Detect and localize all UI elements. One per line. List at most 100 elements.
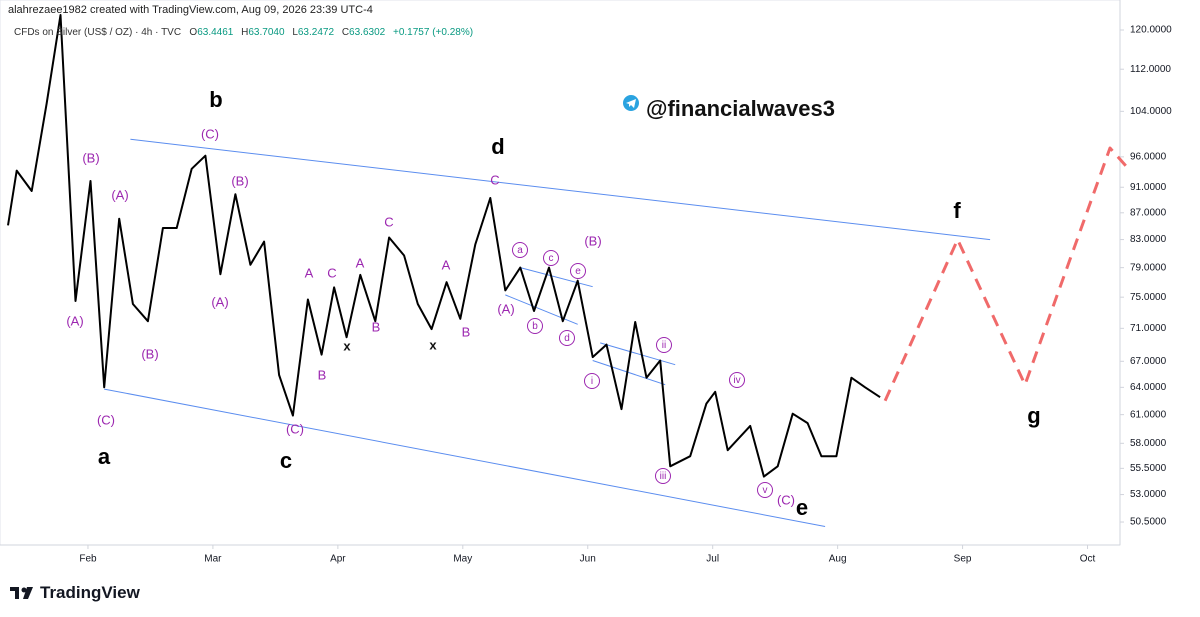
y-tick-label: 112.0000 (1130, 64, 1171, 75)
wave-label: (A) (66, 313, 83, 328)
x-tick-label: Apr (330, 554, 346, 565)
wave-label-major: c (280, 448, 292, 473)
wave-label-major: f (953, 198, 961, 223)
wave-label: B (372, 319, 381, 334)
ohlc-value: 63.4461 (197, 27, 234, 38)
footer-brand: TradingView (40, 583, 140, 602)
y-tick-label: 120.0000 (1130, 25, 1172, 36)
wave-label-circled: c (543, 250, 559, 266)
wave-label: iii (660, 471, 667, 482)
x-tick-label: Jul (706, 554, 719, 565)
wave-label: i (591, 376, 593, 387)
wave-label: (A) (211, 294, 228, 309)
plot-frame (0, 0, 1121, 546)
label-circle (757, 482, 773, 498)
y-tick-label: 91.0000 (1130, 182, 1167, 193)
symbol-bar: CFDs on Silver (US$ / OZ) · 4h · TVC O63… (14, 27, 478, 38)
ohlc-value: 63.7040 (248, 27, 285, 38)
price-line (7, 14, 881, 478)
label-circle (729, 372, 745, 388)
label-circle (559, 330, 575, 346)
wave-label: e (575, 266, 581, 277)
y-tick-label: 53.0000 (1130, 489, 1167, 500)
wave-label: (B) (231, 173, 248, 188)
wave-label: (C) (286, 421, 304, 436)
wave-label-circled: i (584, 373, 600, 389)
label-circle (512, 242, 528, 258)
x-tick-label: Jun (580, 554, 596, 565)
x-tick-label: May (453, 554, 472, 565)
wave-label: d (564, 333, 570, 344)
wave-label: (B) (82, 150, 99, 165)
wave-label: A (442, 257, 451, 272)
wave-label: (A) (111, 187, 128, 202)
wave-label-major: g (1027, 403, 1040, 428)
wave-label-major: b (209, 87, 222, 112)
trendline (592, 360, 666, 386)
label-circle (570, 263, 586, 279)
trendline (130, 138, 991, 241)
label-circle (655, 468, 671, 484)
wave-label: C (327, 265, 336, 280)
y-tick-label: 58.0000 (1130, 438, 1167, 449)
wave-label-circled: iii (655, 468, 671, 484)
wave-label-x: x (343, 338, 351, 353)
wave-label-x: x (429, 337, 437, 352)
y-tick-label: 83.0000 (1130, 234, 1167, 245)
credit: alahrezaee1982 created with TradingView.… (8, 4, 373, 16)
label-circle (584, 373, 600, 389)
ohlc-value: 63.6302 (349, 27, 386, 38)
wave-label-circled: d (559, 330, 575, 346)
x-tick-label: Aug (829, 554, 847, 565)
wave-label: (C) (201, 126, 219, 141)
wave-label: C (490, 172, 499, 187)
label-circle (656, 337, 672, 353)
ohlc-value: 63.2472 (297, 27, 335, 38)
y-tick-label: 87.0000 (1130, 207, 1167, 218)
x-tick-label: Oct (1080, 554, 1096, 565)
wave-label: c (549, 253, 554, 264)
wave-label: B (318, 367, 327, 382)
y-tick-label: 104.0000 (1130, 106, 1172, 117)
wave-label: v (763, 485, 768, 496)
trendline (600, 342, 676, 366)
ohlc-label: L (292, 27, 298, 38)
wave-label: ii (662, 340, 666, 351)
y-tick-label: 96.0000 (1130, 151, 1167, 162)
y-tick-label: 71.0000 (1130, 323, 1167, 334)
wave-label-circled: ii (656, 337, 672, 353)
trendline (104, 388, 826, 527)
wave-label-major: a (98, 444, 111, 469)
wave-label: C (384, 214, 393, 229)
wave-label: (B) (141, 346, 158, 361)
y-tick-label: 64.0000 (1130, 382, 1167, 393)
watermark: @financialwaves3 (646, 96, 835, 121)
y-tick-label: 61.0000 (1130, 409, 1167, 420)
x-tick-label: Mar (204, 554, 222, 565)
y-tick-label: 79.0000 (1130, 262, 1167, 273)
y-tick-label: 55.5000 (1130, 463, 1167, 474)
wave-label-major: e (796, 495, 808, 520)
wave-label: iv (733, 375, 740, 386)
wave-label-circled: v (757, 482, 773, 498)
ohlc-label: H (241, 27, 249, 38)
y-tick-label: 50.5000 (1130, 517, 1167, 528)
wave-label: a (517, 245, 523, 256)
wave-label: A (305, 265, 314, 280)
x-tick-label: Feb (79, 554, 97, 565)
ohlc-label: O (189, 27, 198, 38)
wave-label-circled: a (512, 242, 528, 258)
projection-line (883, 146, 1132, 402)
wave-label: (B) (584, 233, 601, 248)
trendline (505, 294, 578, 325)
wave-label: A (356, 255, 365, 270)
wave-label: (C) (97, 412, 115, 427)
symbol: CFDs on Silver (US$ / OZ) · 4h · TVC (14, 27, 182, 38)
wave-label-circled: e (570, 263, 586, 279)
ohlc-label: C (341, 27, 350, 38)
y-tick-label: 67.0000 (1130, 356, 1167, 367)
y-tick-label: 75.0000 (1130, 292, 1167, 303)
telegram-icon (623, 95, 639, 111)
wave-label: (C) (777, 492, 795, 507)
